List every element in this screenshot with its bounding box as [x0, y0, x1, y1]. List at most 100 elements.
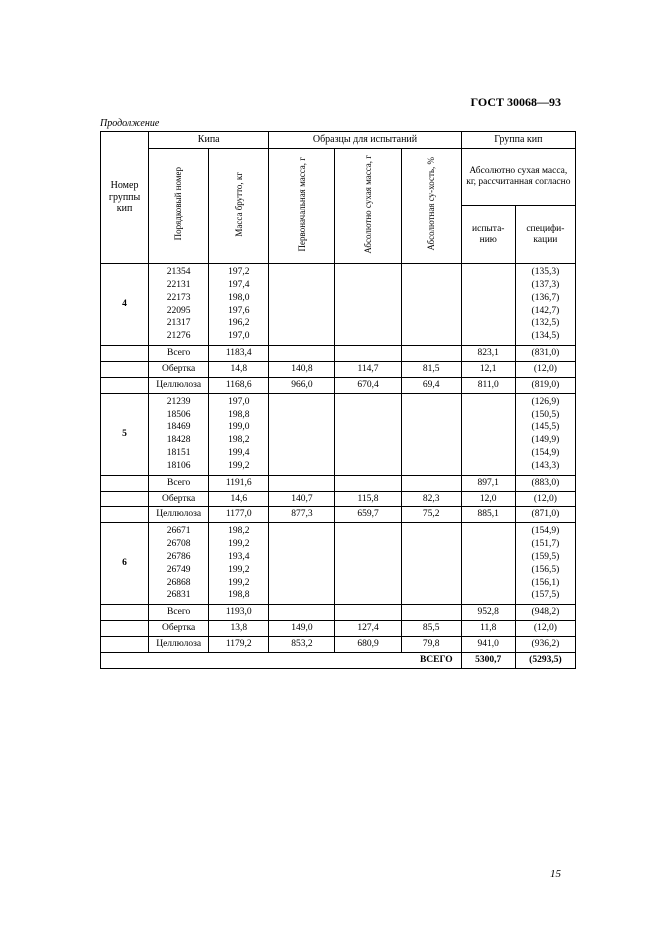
row-obertka: Обертка 14,8140,8114,781,512,1(12,0) — [101, 361, 576, 377]
cell: (936,2) — [515, 637, 575, 653]
cell — [335, 393, 401, 475]
cell — [269, 605, 335, 621]
label-obertka: Обертка — [149, 491, 209, 507]
group-block: 4 213542213122173220952131721276 197,219… — [101, 264, 576, 346]
group-block: 6 266712670826786267492686826831 198,219… — [101, 523, 576, 605]
cell: 1183,4 — [209, 345, 269, 361]
row-grand-total: ВСЕГО 5300,7 (5293,5) — [101, 653, 576, 669]
cell: (871,0) — [515, 507, 575, 523]
cell — [101, 621, 149, 637]
cell — [269, 475, 335, 491]
cell — [269, 393, 335, 475]
row-obertka: Обертка 13,8149,0127,485,511,8(12,0) — [101, 621, 576, 637]
label-obertka: Обертка — [149, 621, 209, 637]
group-no: 6 — [101, 523, 149, 605]
label-vsego: Всего — [149, 605, 209, 621]
label-grand: ВСЕГО — [101, 653, 462, 669]
col-group-no: Номер группы кип — [109, 180, 140, 214]
cell: 79,8 — [401, 637, 461, 653]
label-obertka: Обертка — [149, 361, 209, 377]
cell — [269, 345, 335, 361]
mass-stack: 197,2197,4198,0197,6196,2197,0 — [209, 264, 269, 346]
spec-stack: (154,9)(151,7)(159,5)(156,5)(156,1)(157,… — [515, 523, 575, 605]
cell — [401, 475, 461, 491]
mass-stack: 198,2199,2193,4199,2199,2198,8 — [209, 523, 269, 605]
cell — [101, 345, 149, 361]
cell: 81,5 — [401, 361, 461, 377]
cell — [401, 264, 461, 346]
grand-test: 5300,7 — [461, 653, 515, 669]
cell — [269, 523, 335, 605]
cell: 12,1 — [461, 361, 515, 377]
serial-stack: 213542213122173220952131721276 — [149, 264, 209, 346]
serial-stack: 266712670826786267492686826831 — [149, 523, 209, 605]
col-group: Группа кип — [461, 132, 575, 149]
cell: 114,7 — [335, 361, 401, 377]
cell: 966,0 — [269, 377, 335, 393]
group-no: 4 — [101, 264, 149, 346]
cell: 12,0 — [461, 491, 515, 507]
cell — [101, 377, 149, 393]
cell: 680,9 — [335, 637, 401, 653]
cell: 670,4 — [335, 377, 401, 393]
cell: 140,8 — [269, 361, 335, 377]
cell: 69,4 — [401, 377, 461, 393]
cell: 853,2 — [269, 637, 335, 653]
col-absdry-g: Абсолютно сухая масса, г — [363, 151, 373, 258]
grand-spec: (5293,5) — [515, 653, 575, 669]
col-test: испыта-нию — [461, 206, 515, 264]
cell — [401, 605, 461, 621]
cell — [461, 393, 515, 475]
cell: 11,8 — [461, 621, 515, 637]
col-abs-dry-mass: Абсолютно сухая масса, кг, рассчитанная … — [461, 148, 575, 206]
cell: 127,4 — [335, 621, 401, 637]
cell: 811,0 — [461, 377, 515, 393]
label-cellulose: Целлюлоза — [149, 377, 209, 393]
cell: 877,3 — [269, 507, 335, 523]
group-block: 5 212391850618469184281815118106 197,019… — [101, 393, 576, 475]
col-absdry-pct: Абсолютная су-хость, % — [426, 153, 436, 255]
col-kipa: Кипа — [149, 132, 269, 149]
cell: (12,0) — [515, 621, 575, 637]
cell — [335, 523, 401, 605]
label-cellulose: Целлюлоза — [149, 507, 209, 523]
cell: 885,1 — [461, 507, 515, 523]
cell: 13,8 — [209, 621, 269, 637]
cell — [101, 637, 149, 653]
cell — [101, 605, 149, 621]
cell — [401, 393, 461, 475]
row-vsego: Всего 1191,6897,1(883,0) — [101, 475, 576, 491]
cell — [401, 523, 461, 605]
cell — [101, 475, 149, 491]
col-serial: Порядковый номер — [173, 163, 183, 244]
cell — [335, 264, 401, 346]
row-vsego: Всего 1193,0952,8(948,2) — [101, 605, 576, 621]
group-no: 5 — [101, 393, 149, 475]
page-number: 15 — [550, 868, 561, 880]
cell: 823,1 — [461, 345, 515, 361]
serial-stack: 212391850618469184281815118106 — [149, 393, 209, 475]
row-obertka: Обертка 14,6140,7115,882,312,0(12,0) — [101, 491, 576, 507]
table-body: 4 213542213122173220952131721276 197,219… — [101, 264, 576, 669]
mass-stack: 197,0198,8199,0198,2199,4199,2 — [209, 393, 269, 475]
cell — [461, 264, 515, 346]
cell: (12,0) — [515, 491, 575, 507]
cell: 149,0 — [269, 621, 335, 637]
row-vsego: Всего 1183,4823,1(831,0) — [101, 345, 576, 361]
cell: 897,1 — [461, 475, 515, 491]
cell — [101, 507, 149, 523]
col-gross: Масса брутто, кг — [234, 168, 244, 241]
cell: 75,2 — [401, 507, 461, 523]
cell — [101, 361, 149, 377]
cell: 659,7 — [335, 507, 401, 523]
table-head: Номер группы кип Кипа Образцы для испыта… — [101, 132, 576, 264]
cell: 952,8 — [461, 605, 515, 621]
cell: 941,0 — [461, 637, 515, 653]
cell — [335, 605, 401, 621]
cell — [335, 475, 401, 491]
page: ГОСТ 30068—93 Продолжение Номер группы к… — [0, 0, 661, 935]
data-table: Номер группы кип Кипа Образцы для испыта… — [100, 131, 576, 669]
continuation-label: Продолжение — [100, 118, 576, 129]
cell — [335, 345, 401, 361]
cell: (948,2) — [515, 605, 575, 621]
